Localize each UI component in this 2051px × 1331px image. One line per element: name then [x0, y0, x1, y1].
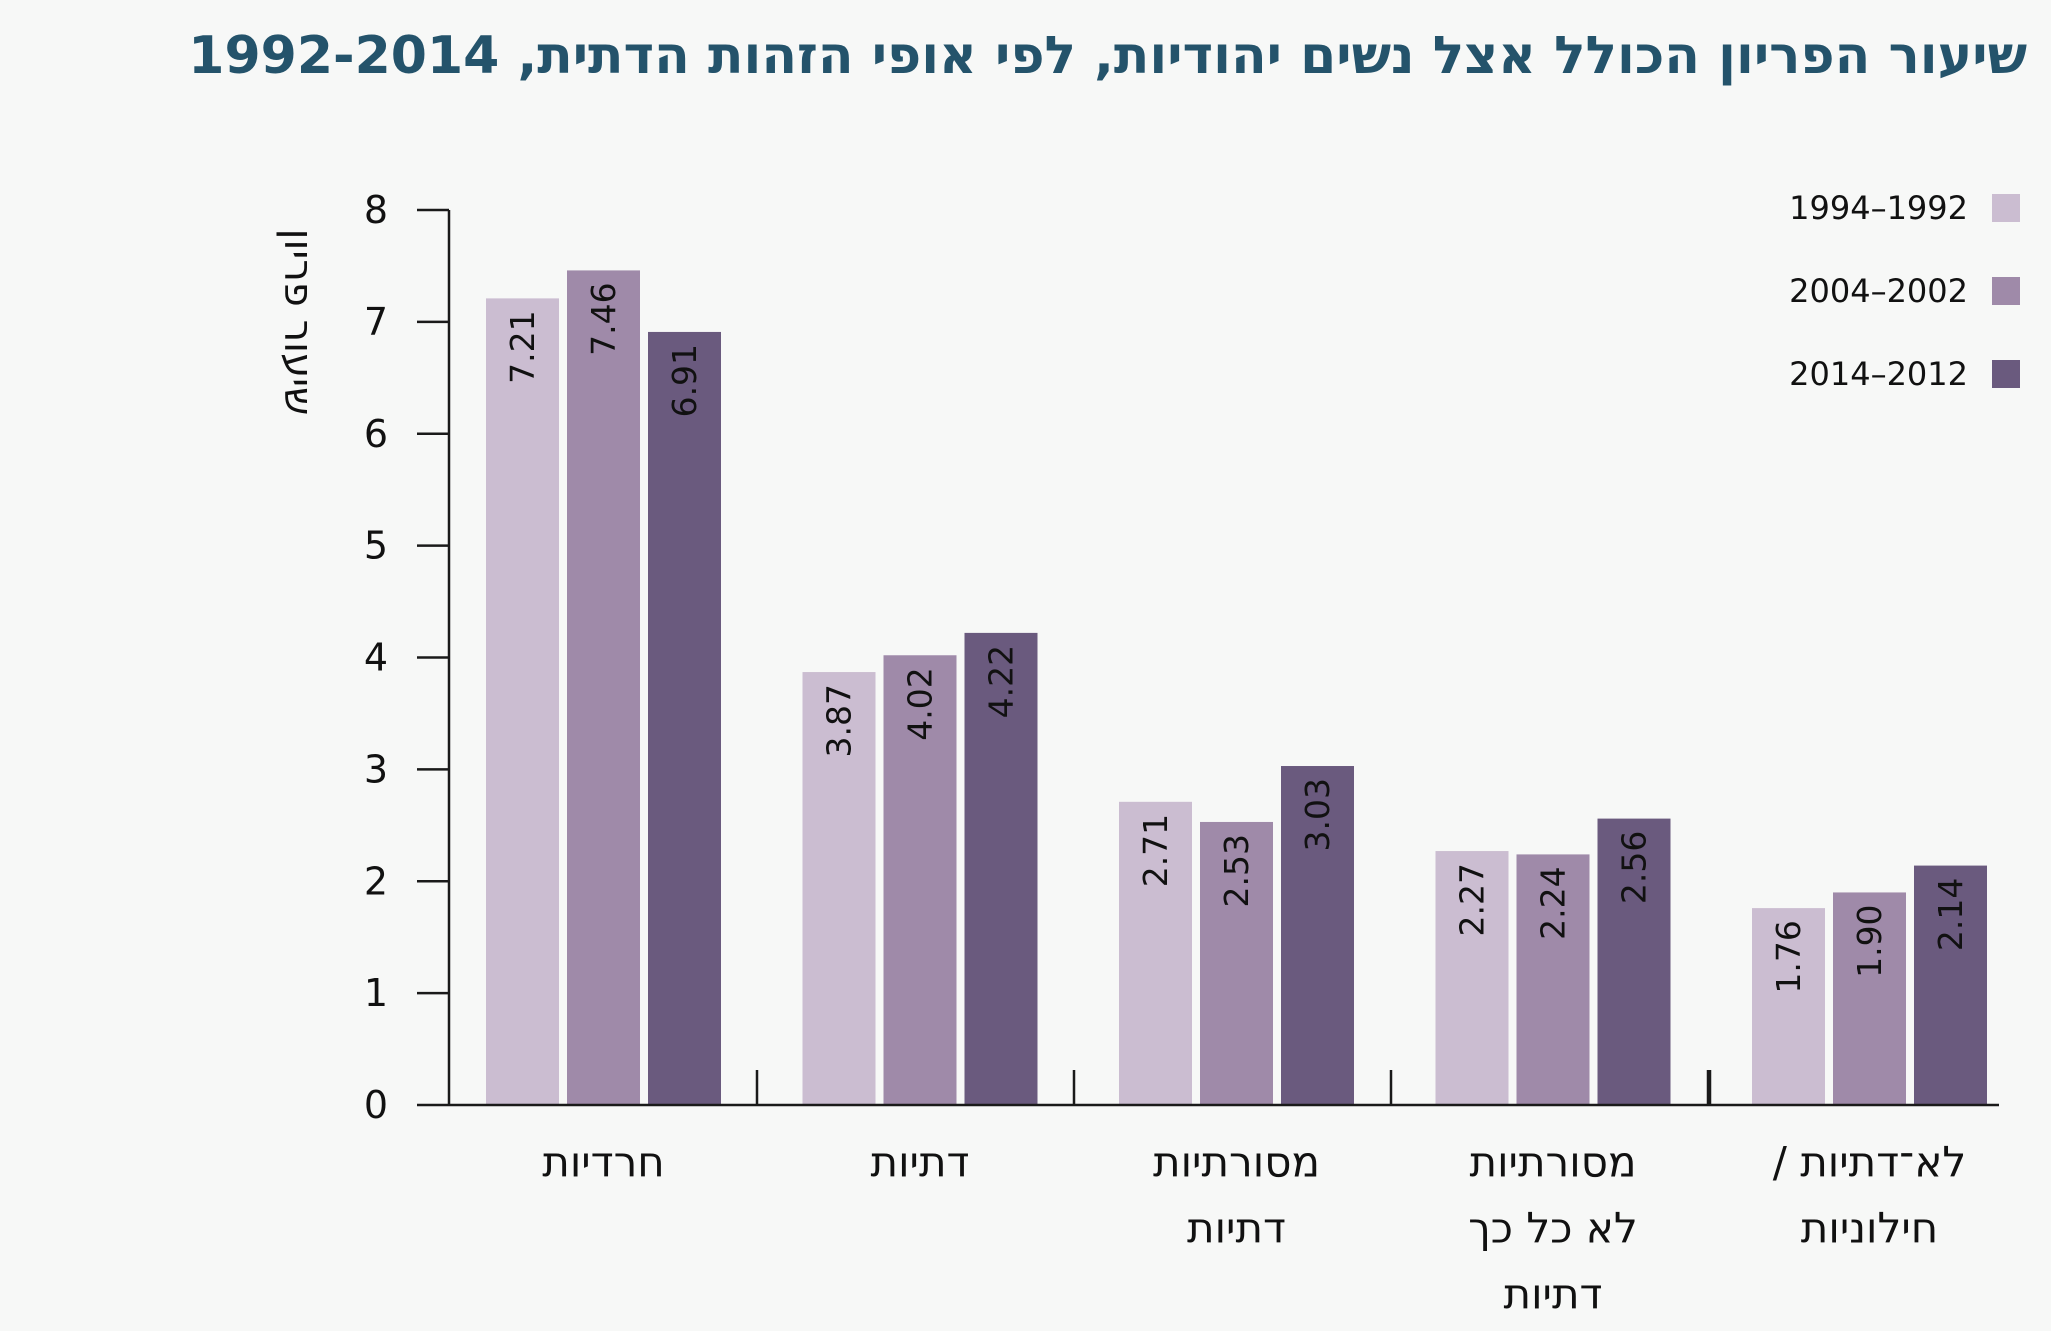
- y-tick-label-8: 8: [364, 188, 388, 232]
- y-tick-label-6: 6: [364, 412, 388, 456]
- legend-label-0: 1994–1992: [1789, 189, 1968, 227]
- value-label-1-0: 3.87: [820, 684, 859, 757]
- value-label-0-1: 7.46: [584, 282, 623, 355]
- category-label-4-1: חילוניות: [1801, 1204, 1938, 1253]
- y-tick-label-5: 5: [364, 524, 388, 568]
- category-label-3-1: לא כל כך: [1468, 1204, 1638, 1253]
- value-label-2-2: 3.03: [1298, 778, 1337, 851]
- category-label-1-0: דתיות: [871, 1138, 970, 1187]
- bar-3-1: [1516, 854, 1590, 1105]
- y-tick-label-4: 4: [364, 636, 388, 680]
- bar-2-0: [1119, 801, 1192, 1105]
- y-tick-label-7: 7: [364, 300, 388, 344]
- category-label-3-2: דתיות: [1504, 1270, 1603, 1319]
- bar-3-2: [1597, 818, 1671, 1105]
- value-label-1-2: 4.22: [982, 645, 1021, 718]
- legend-swatch-2: [1992, 360, 2020, 388]
- category-label-4-0: לא־דתיות /: [1773, 1138, 1967, 1187]
- legend-swatch-1: [1992, 277, 2020, 305]
- category-label-0-0: חרדיות: [542, 1138, 665, 1187]
- y-tick-label-2: 2: [364, 859, 388, 903]
- y-tick-label-1: 1: [364, 971, 388, 1015]
- bar-1-1: [883, 655, 957, 1105]
- value-label-4-2: 2.14: [1931, 878, 1970, 951]
- value-label-3-2: 2.56: [1615, 831, 1654, 904]
- legend: 1994–1992 2004–2002 2014–2012: [1789, 189, 2020, 393]
- bar-0-0: [486, 298, 559, 1106]
- value-label-2-1: 2.53: [1217, 834, 1256, 907]
- value-label-2-0: 2.71: [1136, 814, 1175, 887]
- bar-1-0: [802, 672, 876, 1105]
- bar-4-0: [1752, 908, 1825, 1105]
- value-label-0-0: 7.21: [503, 310, 542, 383]
- category-label-2-1: דתיות: [1187, 1204, 1286, 1253]
- category-label-3-0: מסורתיות: [1470, 1138, 1637, 1187]
- value-label-3-1: 2.24: [1534, 866, 1573, 939]
- bar-2-2: [1281, 766, 1354, 1105]
- chart-title: שיעור הפריון הכולל אצל נשים יהודיות, לפי…: [188, 26, 2027, 86]
- category-label-2-0: מסורתיות: [1153, 1138, 1320, 1187]
- legend-label-2: 2014–2012: [1789, 355, 1968, 393]
- y-tick-label-3: 3: [364, 747, 388, 791]
- bar-3-0: [1435, 851, 1509, 1105]
- bar-1-2: [964, 632, 1038, 1105]
- bar-0-1: [567, 270, 640, 1106]
- bars-layer: [486, 270, 1987, 1106]
- bar-2-1: [1200, 821, 1273, 1105]
- bar-0-2: [648, 331, 721, 1106]
- value-label-0-2: 6.91: [665, 344, 704, 417]
- bar-4-2: [1914, 865, 1987, 1105]
- bar-4-1: [1833, 892, 1906, 1105]
- value-label-3-0: 2.27: [1453, 863, 1492, 936]
- y-tick-label-0: 0: [364, 1083, 388, 1127]
- value-label-4-1: 1.90: [1850, 904, 1889, 977]
- axes-layer: 0 1 2 3 4 5 6 7 8 שיעור פריון: [275, 188, 1999, 1127]
- value-label-4-0: 1.76: [1769, 920, 1808, 993]
- legend-swatch-0: [1992, 194, 2020, 222]
- labels-layer: 7.21 7.46 6.91 3.87 4.02 4.22 2.71 2.53 3.03 2.27…: [503, 282, 1970, 1318]
- y-axis-title: שיעור פריון: [275, 229, 321, 416]
- value-label-1-1: 4.02: [901, 667, 940, 740]
- legend-label-1: 2004–2002: [1789, 272, 1968, 310]
